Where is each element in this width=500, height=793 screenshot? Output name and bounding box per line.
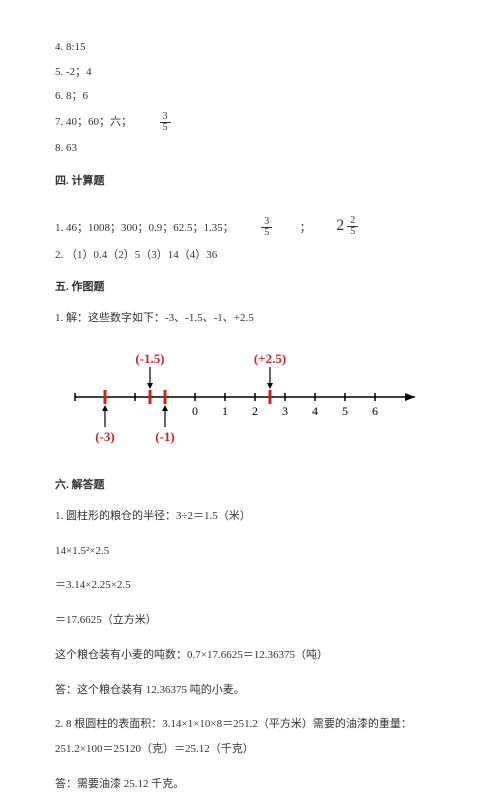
svg-text:(-1): (-1)	[155, 429, 175, 444]
fraction-numerator: 2	[347, 216, 358, 227]
answer-8: 8. 63	[55, 139, 445, 158]
svg-text:(-1.5): (-1.5)	[135, 351, 164, 366]
svg-text:3: 3	[282, 404, 288, 418]
s4-q1: 1. 46；1008；300；0.9；62.5；1.35； 3 5 ； 2 2 …	[55, 212, 445, 239]
svg-text:(-3): (-3)	[95, 429, 115, 444]
s5-q1: 1. 解：这些数字如下：-3、-1.5、-1、+2.5	[55, 309, 445, 328]
s6-q1-l5: 这个粮仓装有小麦的吨数：0.7×17.6625＝12.36375（吨）	[55, 646, 445, 665]
answer-7: 7. 40；60；六； 3 5	[55, 112, 445, 133]
s6-q2-l1: 2. 8 根圆柱的表面积：3.14×1×10×8＝251.2（平方米）需要的油漆…	[55, 715, 445, 734]
s6-q1-l6: 答：这个粮仓装有 12.36375 吨的小麦。	[55, 681, 445, 700]
number-line-figure: 0 1 2 3 4 5 6 (-3) (-1.5) (-1) (+2.5)	[55, 342, 445, 459]
s4-q1-sep: ；	[300, 219, 311, 238]
svg-text:4: 4	[312, 404, 318, 418]
s6-q2-l2: 251.2×100＝25120（克）＝25.12（千克）	[55, 740, 445, 759]
s4-q2: 2. （1）0.4（2）5（3）14（4）36	[55, 246, 445, 265]
svg-text:(+2.5): (+2.5)	[254, 351, 286, 366]
fraction-denominator: 5	[261, 228, 272, 238]
s6-q1-l3: ＝3.14×2.25×2.5	[55, 576, 445, 595]
section-6-heading: 六. 解答题	[55, 476, 445, 495]
svg-text:6: 6	[372, 404, 378, 418]
s6-q1-l4: ＝17.6625（立方米）	[55, 611, 445, 630]
fraction-icon: 3 5	[261, 217, 272, 238]
answer-7-prefix: 7. 40；60；六；	[55, 113, 132, 132]
answer-4: 4. 8:15	[55, 38, 445, 57]
mixed-number: 2 2 5	[336, 212, 360, 239]
number-line-svg: 0 1 2 3 4 5 6 (-3) (-1.5) (-1) (+2.5)	[55, 342, 435, 452]
s6-q2-l3: 答：需要油漆 25.12 千克。	[55, 775, 445, 793]
fraction-denominator: 5	[347, 227, 358, 237]
section-4-heading: 四. 计算题	[55, 172, 445, 191]
fraction-icon: 2 5	[347, 216, 358, 237]
section-5-heading: 五. 作图题	[55, 278, 445, 297]
fraction-denominator: 5	[160, 123, 171, 133]
svg-text:1: 1	[222, 404, 228, 418]
svg-text:0: 0	[192, 404, 198, 418]
answer-5: 5. -2；4	[55, 63, 445, 82]
svg-text:5: 5	[342, 404, 348, 418]
s6-q1-l1: 1. 圆柱形的粮仓的半径：3÷2＝1.5（米）	[55, 507, 445, 526]
s4-q1-prefix: 1. 46；1008；300；0.9；62.5；1.35；	[55, 219, 234, 238]
s6-q1-l2: 14×1.5²×2.5	[55, 542, 445, 561]
mixed-whole: 2	[336, 212, 344, 239]
fraction-icon: 3 5	[160, 112, 171, 133]
svg-text:2: 2	[252, 404, 258, 418]
answer-6: 6. 8；6	[55, 87, 445, 106]
